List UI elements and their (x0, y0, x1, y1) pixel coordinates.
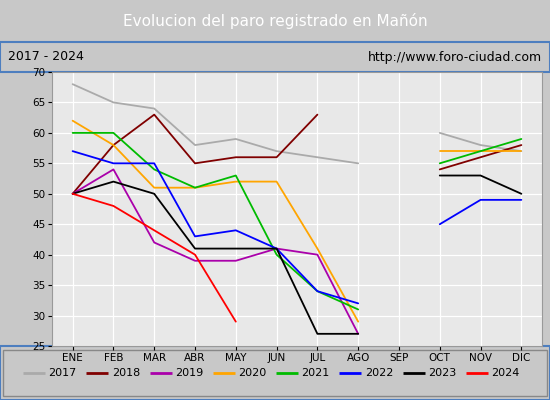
Bar (3, 350, 547, 396)
Text: 2017 - 2024: 2017 - 2024 (8, 50, 84, 64)
Text: 2018: 2018 (112, 368, 140, 378)
Text: 2017: 2017 (48, 368, 76, 378)
Text: 2020: 2020 (238, 368, 266, 378)
Text: 2021: 2021 (301, 368, 329, 378)
Text: Evolucion del paro registrado en Mañón: Evolucion del paro registrado en Mañón (123, 13, 427, 29)
Text: 2019: 2019 (175, 368, 203, 378)
Text: 2024: 2024 (491, 368, 520, 378)
Text: 2023: 2023 (428, 368, 456, 378)
Text: http://www.foro-ciudad.com: http://www.foro-ciudad.com (367, 50, 542, 64)
Text: 2022: 2022 (365, 368, 393, 378)
